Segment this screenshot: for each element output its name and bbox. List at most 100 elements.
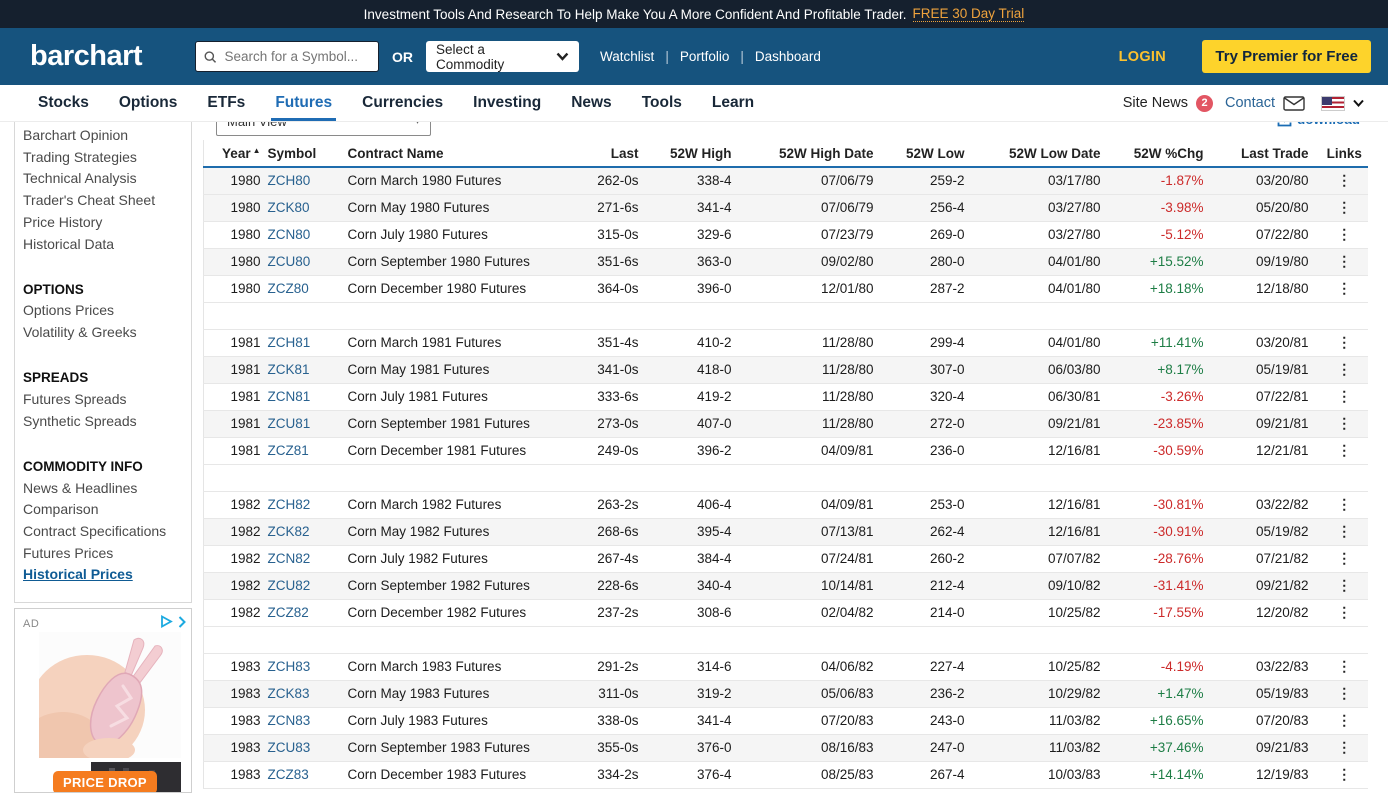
contact-link[interactable]: Contact <box>1225 95 1275 111</box>
symbol-link[interactable]: ZCK80 <box>267 200 310 215</box>
row-menu-icon[interactable]: ⋮ <box>1337 523 1352 539</box>
sidebar-item-comparison[interactable]: Comparison <box>23 501 99 518</box>
ad-image-product[interactable]: PRICE DROP <box>39 762 181 792</box>
free-trial-link[interactable]: FREE 30 Day Trial <box>912 6 1025 22</box>
symbol-link[interactable]: ZCK81 <box>267 362 310 377</box>
symbol-link[interactable]: ZCU82 <box>267 578 311 593</box>
symbol-search-box[interactable] <box>195 41 380 72</box>
symbol-link[interactable]: ZCZ80 <box>267 281 309 296</box>
portfolio-link[interactable]: Portfolio <box>679 49 730 64</box>
sidebar-item-news-headlines[interactable]: News & Headlines <box>23 479 138 496</box>
symbol-link[interactable]: ZCN82 <box>267 551 311 566</box>
year-cell: 1983 <box>203 707 263 735</box>
nav-item-investing[interactable]: Investing <box>473 94 542 111</box>
row-menu-icon[interactable]: ⋮ <box>1337 658 1352 674</box>
sidebar-item-technical-analysis[interactable]: Technical Analysis <box>23 170 137 187</box>
nav-item-tools[interactable]: Tools <box>641 94 682 111</box>
commodity-select[interactable]: Select a Commodity <box>426 41 580 72</box>
symbol-link[interactable]: ZCU83 <box>267 740 311 755</box>
nav-item-news[interactable]: News <box>571 94 612 111</box>
column-header-last[interactable]: Last <box>582 140 651 168</box>
column-header-year[interactable]: Year ▲ <box>203 140 263 168</box>
sidebar-item-futures-spreads[interactable]: Futures Spreads <box>23 391 127 408</box>
row-menu-icon[interactable]: ⋮ <box>1337 496 1352 512</box>
nav-item-futures[interactable]: Futures <box>260 85 347 121</box>
symbol-link[interactable]: ZCU80 <box>267 254 311 269</box>
watchlist-link[interactable]: Watchlist <box>600 49 655 64</box>
sidebar-item-price-history[interactable]: Price History <box>23 213 103 230</box>
symbol-link[interactable]: ZCN83 <box>267 713 311 728</box>
nav-item-currencies[interactable]: Currencies <box>362 94 444 111</box>
contract-name-cell: Corn December 1983 Futures <box>342 761 583 789</box>
site-news-link[interactable]: Site News <box>1122 95 1189 111</box>
adchoices-icon[interactable] <box>160 615 186 628</box>
locale-chevron-down-icon[interactable] <box>1353 99 1364 107</box>
column-header-symbol[interactable]: Symbol <box>262 140 343 168</box>
row-menu-icon[interactable]: ⋮ <box>1337 334 1352 350</box>
symbol-link[interactable]: ZCK82 <box>267 524 310 539</box>
view-select[interactable]: Main View ▾ <box>216 122 431 136</box>
column-header-52w-high[interactable]: 52W High <box>650 140 744 168</box>
column-header-52w-high-date[interactable]: 52W High Date <box>743 140 886 168</box>
row-menu-icon[interactable]: ⋮ <box>1337 361 1352 377</box>
login-button[interactable]: LOGIN <box>1118 48 1166 65</box>
us-flag-icon[interactable] <box>1321 95 1345 111</box>
try-premier-button[interactable]: Try Premier for Free <box>1202 40 1371 73</box>
symbol-link[interactable]: ZCH81 <box>267 335 311 350</box>
symbol-link[interactable]: ZCZ83 <box>267 767 309 782</box>
symbol-link[interactable]: ZCH83 <box>267 659 311 674</box>
ad-image-guasha-tool[interactable] <box>23 632 181 772</box>
sidebar-item-futures-prices[interactable]: Futures Prices <box>23 544 114 561</box>
symbol-link[interactable]: ZCZ82 <box>267 605 309 620</box>
row-menu-icon[interactable]: ⋮ <box>1337 550 1352 566</box>
barchart-logo[interactable]: barchart <box>30 40 143 72</box>
column-header-contract-name[interactable]: Contract Name <box>342 140 583 168</box>
sidebar-item-options-prices[interactable]: Options Prices <box>23 302 115 319</box>
row-menu-icon[interactable]: ⋮ <box>1337 442 1352 458</box>
nav-item-options[interactable]: Options <box>118 94 178 111</box>
column-header-52w-low-date[interactable]: 52W Low Date <box>976 140 1113 168</box>
year-cell: 1981 <box>203 383 263 411</box>
search-input[interactable] <box>222 48 371 65</box>
sidebar-item-historical-data[interactable]: Historical Data <box>23 235 115 252</box>
row-menu-icon[interactable]: ⋮ <box>1337 199 1352 215</box>
row-menu-icon[interactable]: ⋮ <box>1337 415 1352 431</box>
nav-item-learn[interactable]: Learn <box>711 94 755 111</box>
sidebar-item-trading-strategies[interactable]: Trading Strategies <box>23 148 137 165</box>
row-menu-icon[interactable]: ⋮ <box>1337 280 1352 296</box>
sidebar-item-contract-specifications[interactable]: Contract Specifications <box>23 523 167 540</box>
price-drop-badge[interactable]: PRICE DROP <box>53 771 157 792</box>
row-menu-icon[interactable]: ⋮ <box>1337 388 1352 404</box>
row-menu-icon[interactable]: ⋮ <box>1337 739 1352 755</box>
column-header-links[interactable]: Links <box>1320 140 1368 168</box>
row-menu-icon[interactable]: ⋮ <box>1337 712 1352 728</box>
dashboard-link[interactable]: Dashboard <box>754 49 821 64</box>
column-header-52w-low[interactable]: 52W Low <box>885 140 977 168</box>
nav-item-etfs[interactable]: ETFs <box>207 94 246 111</box>
symbol-link[interactable]: ZCH82 <box>267 497 311 512</box>
sidebar-item-barchart-opinion[interactable]: Barchart Opinion <box>23 127 129 143</box>
symbol-link[interactable]: ZCN80 <box>267 227 311 242</box>
row-menu-icon[interactable]: ⋮ <box>1337 172 1352 189</box>
sidebar-item-volatility-greeks[interactable]: Volatility & Greeks <box>23 324 137 341</box>
download-link[interactable]: download <box>1277 122 1360 127</box>
symbol-link[interactable]: ZCH80 <box>267 173 311 189</box>
nav-item-stocks[interactable]: Stocks <box>38 94 89 111</box>
row-menu-icon[interactable]: ⋮ <box>1337 226 1352 242</box>
row-menu-icon[interactable]: ⋮ <box>1337 253 1352 269</box>
symbol-link[interactable]: ZCZ81 <box>267 443 309 458</box>
row-menu-icon[interactable]: ⋮ <box>1337 685 1352 701</box>
envelope-icon[interactable] <box>1283 95 1305 111</box>
last-trade-cell: 12/21/81 <box>1215 437 1321 465</box>
row-menu-icon[interactable]: ⋮ <box>1337 604 1352 620</box>
sidebar-item-historical-prices[interactable]: Historical Prices <box>23 566 133 583</box>
symbol-link[interactable]: ZCN81 <box>267 389 311 404</box>
column-header-last-trade[interactable]: Last Trade <box>1215 140 1321 168</box>
column-header-52w-chg[interactable]: 52W %Chg <box>1112 140 1216 168</box>
row-menu-icon[interactable]: ⋮ <box>1337 766 1352 782</box>
sidebar-item-synthetic-spreads[interactable]: Synthetic Spreads <box>23 412 137 429</box>
symbol-link[interactable]: ZCK83 <box>267 686 310 701</box>
row-menu-icon[interactable]: ⋮ <box>1337 577 1352 593</box>
sidebar-item-trader-s-cheat-sheet[interactable]: Trader's Cheat Sheet <box>23 192 156 209</box>
symbol-link[interactable]: ZCU81 <box>267 416 311 431</box>
